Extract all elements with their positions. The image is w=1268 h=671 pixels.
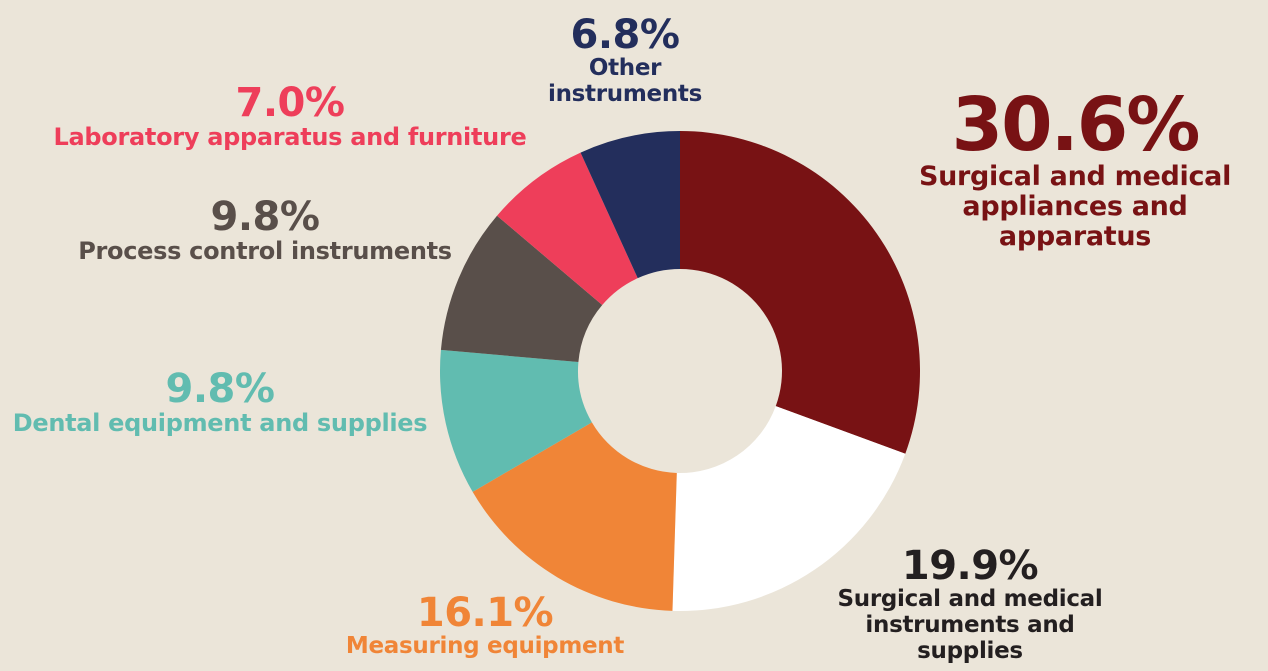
value-label: 30.6% xyxy=(951,82,1201,168)
label-other: 6.8% Other instruments xyxy=(530,14,720,108)
value-label: 16.1% xyxy=(416,590,554,636)
donut-slice-dental-equipment-and-supplies xyxy=(440,349,592,492)
donut-slice-other-instruments xyxy=(580,131,680,279)
label-process: 9.8% Process control instruments xyxy=(60,196,470,265)
donut-slice-process-control-instruments xyxy=(440,215,603,363)
donut-slices xyxy=(440,131,921,611)
value-label: 9.8% xyxy=(210,194,320,240)
label-laboratory: 7.0% Laboratory apparatus and furniture xyxy=(30,82,550,151)
category-label: Surgical and medical instruments and sup… xyxy=(837,586,1103,664)
value-label: 7.0% xyxy=(235,80,345,126)
label-surgical-instruments: 19.9% Surgical and medical instruments a… xyxy=(800,545,1140,664)
category-label: Dental equipment and supplies xyxy=(12,409,428,437)
donut-slice-surgical-and-medical-instruments-and-supplies xyxy=(672,406,906,611)
value-label: 9.8% xyxy=(165,366,275,412)
value-label: 6.8% xyxy=(570,12,680,58)
donut-slice-surgical-and-medical-appliances-and-apparatus xyxy=(680,131,921,454)
label-dental: 9.8% Dental equipment and supplies xyxy=(0,368,440,437)
category-label: Process control instruments xyxy=(78,237,452,265)
category-label: Other instruments xyxy=(548,55,702,107)
label-measuring: 16.1% Measuring equipment xyxy=(320,592,650,660)
label-surgical-appliances: 30.6% Surgical and medical appliances an… xyxy=(880,88,1268,253)
category-label: Surgical and medical appliances and appa… xyxy=(918,161,1232,253)
donut-slice-laboratory-apparatus-and-furniture xyxy=(497,152,638,306)
value-label: 19.9% xyxy=(901,543,1039,589)
donut-slice-measuring-equipment xyxy=(472,422,677,611)
category-label: Laboratory apparatus and furniture xyxy=(53,123,527,151)
category-label: Measuring equipment xyxy=(345,633,625,659)
